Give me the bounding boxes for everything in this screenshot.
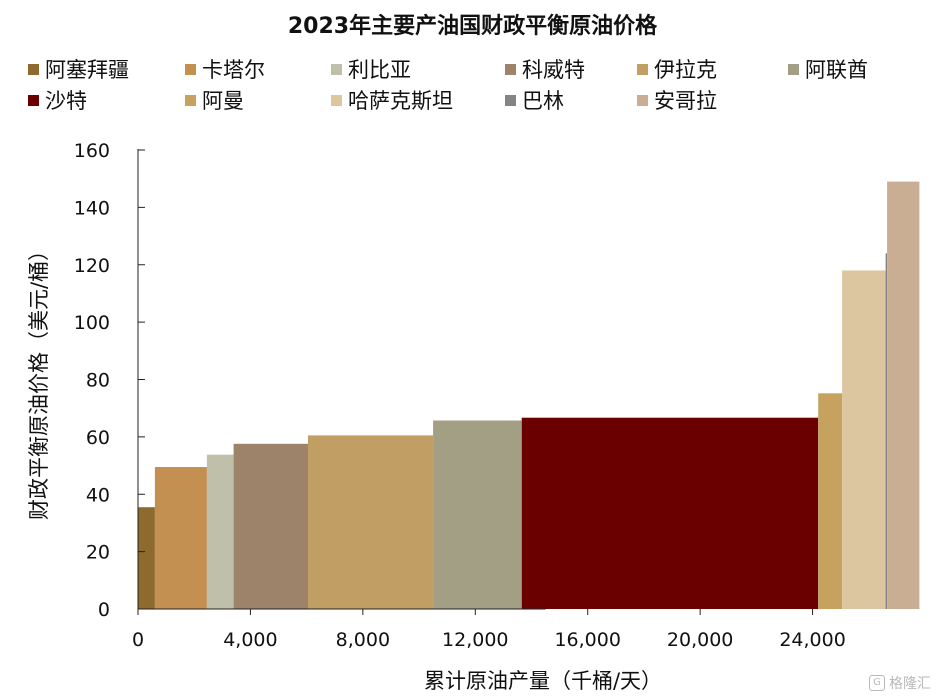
legend-item: 阿曼	[185, 85, 244, 115]
bar	[818, 393, 843, 609]
legend-item: 巴林	[505, 85, 564, 115]
legend-swatch	[637, 94, 648, 106]
watermark: G 格隆汇	[869, 673, 931, 693]
legend-label: 阿联酋	[805, 58, 868, 82]
y-tick-label: 80	[86, 370, 110, 392]
y-tick-label: 20	[86, 542, 110, 564]
legend-label: 巴林	[522, 89, 564, 113]
watermark-text: 格隆汇	[889, 676, 931, 692]
y-tick-label: 40	[86, 484, 110, 506]
legend-swatch	[28, 94, 39, 106]
legend-swatch	[505, 63, 516, 75]
legend-label: 利比亚	[348, 58, 411, 82]
bar	[138, 507, 155, 609]
legend-swatch	[331, 94, 342, 106]
bar	[885, 253, 887, 610]
legend-swatch	[637, 63, 648, 75]
legend-label: 卡塔尔	[202, 58, 265, 82]
x-tick-label: 16,000	[554, 629, 620, 651]
legend-item: 科威特	[505, 54, 585, 84]
legend-label: 伊拉克	[654, 58, 717, 82]
legend-item: 哈萨克斯坦	[331, 85, 453, 115]
bar	[233, 443, 309, 609]
bar	[206, 454, 234, 609]
legend-label: 安哥拉	[654, 89, 717, 113]
x-axis-title: 累计原油产量（千桶/天）	[424, 669, 662, 693]
watermark-logo-icon: G	[869, 675, 885, 691]
legend-item: 伊拉克	[637, 54, 717, 84]
legend-swatch	[28, 63, 39, 75]
x-tick-label: 0	[132, 629, 144, 651]
bar	[842, 270, 886, 609]
axes-group: 0 20 40 60 80 100 120 140 160 0 4,000 8,000 12,000 16…	[74, 140, 846, 651]
x-tick-label: 4,000	[223, 629, 277, 651]
legend-swatch	[788, 63, 799, 75]
legend-label: 阿塞拜疆	[45, 58, 129, 82]
x-tick-label: 12,000	[442, 629, 508, 651]
x-tick-label: 20,000	[667, 629, 733, 651]
legend-item: 安哥拉	[637, 85, 717, 115]
x-tick-label: 24,000	[779, 629, 845, 651]
legend-item: 沙特	[28, 85, 87, 115]
legend-label: 哈萨克斯坦	[348, 89, 453, 113]
bar	[154, 467, 207, 609]
bar	[887, 181, 920, 609]
legend-label: 沙特	[45, 89, 87, 113]
legend-item: 利比亚	[331, 54, 411, 84]
bar	[308, 435, 434, 609]
legend-swatch	[185, 63, 196, 75]
legend-item: 阿联酋	[788, 54, 868, 84]
legend-item: 卡塔尔	[185, 54, 265, 84]
bars-group	[138, 181, 920, 610]
x-tick-label: 8,000	[336, 629, 390, 651]
legend-swatch	[331, 63, 342, 75]
legend-swatch	[505, 94, 516, 106]
chart-title: 2023年主要产油国财政平衡原油价格	[287, 14, 658, 39]
bar	[433, 420, 522, 609]
y-tick-label: 60	[86, 427, 110, 449]
legend-label: 科威特	[522, 58, 585, 82]
y-tick-label: 160	[74, 140, 110, 162]
y-tick-label: 0	[98, 599, 110, 621]
legend-swatch	[185, 94, 196, 106]
y-tick-label: 140	[74, 197, 110, 219]
legend-item: 阿塞拜疆	[28, 54, 129, 84]
y-tick-label: 120	[74, 255, 110, 277]
y-axis-title: 财政平衡原油价格（美元/桶）	[27, 240, 51, 520]
bar	[521, 417, 819, 609]
legend-label: 阿曼	[202, 89, 244, 113]
y-tick-label: 100	[74, 312, 110, 334]
